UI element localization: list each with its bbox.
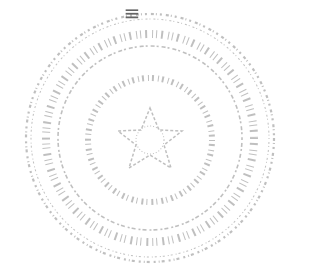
lettering-band	[46, 34, 254, 242]
wreath	[88, 78, 212, 202]
outer-ring-inner	[31, 19, 269, 257]
middle-ring	[58, 46, 242, 230]
seal-image: ≡	[0, 0, 280, 269]
top-mark: ≡	[124, 1, 141, 25]
star	[118, 108, 182, 168]
outer-ring	[26, 14, 274, 262]
star-center	[136, 126, 164, 154]
seal	[26, 14, 274, 262]
page: ≡ (() => { const data = JSON.parse(docum…	[0, 0, 280, 269]
